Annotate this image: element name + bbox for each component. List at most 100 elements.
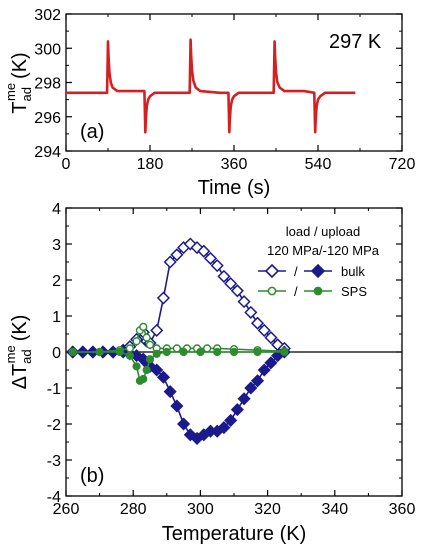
a-series-group: [66, 38, 356, 134]
b-x-tick-label: 280: [120, 501, 147, 518]
b-point-bulk-upload: [163, 385, 177, 399]
b-y-label-sub: ad: [19, 349, 34, 363]
legend-entry-sps: / SPS: [258, 284, 367, 299]
a-y-label-sub: ad: [19, 87, 34, 101]
b-point-bulk-load: [250, 316, 265, 330]
b-legend: load / upload 120 MPa/-120 MPa / bulk / …: [258, 224, 380, 299]
legend-sps-label: SPS: [341, 284, 367, 299]
b-point-sps-load: [125, 344, 134, 353]
b-point-sps-upload: [68, 347, 77, 357]
b-point-bulk-load: [217, 269, 231, 283]
a-y-tick-label: 300: [34, 41, 61, 58]
b-ticks: [65, 207, 403, 497]
legend-header-1: load / upload: [286, 224, 360, 239]
b-y-label-main: ΔT: [9, 364, 31, 390]
b-point-bulk-upload: [156, 370, 171, 384]
b-series-group: [66, 237, 291, 445]
b-point-sps-load: [132, 337, 141, 346]
b-x-axis-label: Temperature (K): [162, 523, 307, 545]
legend-sps-upload-marker: [313, 286, 323, 296]
b-point-bulk-load: [203, 251, 218, 265]
b-point-bulk-load: [244, 305, 258, 319]
b-panel-label: (b): [80, 465, 104, 487]
a-y-axis-label: Tadme (K): [3, 52, 34, 113]
b-y-axis-label: ΔTadme (K): [3, 315, 34, 390]
a-series-line: [66, 38, 356, 134]
b-point-sps-upload: [179, 347, 188, 357]
b-point-sps-upload: [135, 376, 145, 385]
b-point-sps-upload: [213, 347, 222, 357]
b-tick-labels: 260 280 300 320 340 360 -4 -3 -2 -1 0 1 2 3 4: [47, 201, 416, 518]
b-point-sps-upload: [125, 351, 134, 360]
b-point-sps-load: [145, 340, 155, 349]
b-point-bulk-load: [237, 295, 251, 309]
legend-bulk-sep: /: [294, 264, 298, 279]
b-point-sps-load: [139, 322, 148, 331]
a-x-tick-label: 720: [389, 156, 416, 173]
b-point-bulk-load: [210, 259, 224, 273]
a-x-axis-label: Time (s): [198, 177, 271, 199]
a-y-tick-label: 298: [34, 76, 61, 93]
a-annotation: 297 K: [329, 31, 382, 53]
b-point-sps-load: [172, 344, 181, 353]
b-point-bulk-upload: [264, 356, 278, 370]
b-point-bulk-upload: [230, 403, 244, 417]
b-y-tick-label: 4: [52, 201, 61, 218]
b-y-tick-label: -1: [47, 381, 61, 398]
a-y-tick-label: 296: [34, 110, 61, 127]
legend-header-2: 120 MPa/-120 MPa: [267, 243, 380, 258]
b-point-sps-upload: [95, 347, 104, 357]
legend-bulk-upload-marker: [310, 263, 326, 279]
b-point-sps-upload: [280, 347, 289, 357]
b-y-tick-label: -2: [47, 417, 61, 434]
b-x-tick-label: 300: [187, 501, 214, 518]
b-point-bulk-load: [264, 331, 278, 345]
b-x-tick-label: 360: [389, 501, 416, 518]
b-point-bulk-load: [150, 323, 164, 337]
a-x-tick-label: 0: [62, 156, 71, 173]
b-point-sps-upload: [132, 362, 141, 371]
legend-entry-bulk: / bulk: [258, 263, 365, 279]
b-y-tick-label: 0: [52, 345, 61, 362]
legend-bulk-load-marker: [264, 263, 280, 279]
b-point-sps-upload: [196, 347, 205, 357]
b-point-sps-upload: [142, 365, 151, 375]
b-point-bulk-upload: [250, 374, 265, 388]
a-ticks: [65, 13, 403, 152]
b-y-tick-label: 3: [52, 237, 61, 254]
b-point-bulk-load: [197, 244, 211, 258]
b-x-tick-label: 340: [321, 501, 348, 518]
svg-text:Tadme(K): Tadme (K): [3, 52, 34, 113]
a-x-tick-label: 540: [305, 156, 332, 173]
b-y-tick-label: 2: [52, 273, 61, 290]
a-x-tick-label: 360: [221, 156, 248, 173]
b-y-label-sup: me: [3, 345, 18, 363]
b-point-bulk-upload: [177, 417, 191, 431]
a-y-tick-label: 302: [34, 7, 61, 24]
b-point-bulk-load: [224, 277, 238, 291]
a-y-label-sup: me: [3, 83, 18, 101]
a-x-tick-label: 180: [137, 156, 164, 173]
b-point-bulk-upload: [183, 428, 197, 442]
a-panel-label: (a): [80, 121, 104, 143]
b-point-bulk-load: [156, 291, 171, 305]
b-point-bulk-load: [257, 323, 271, 337]
b-y-tick-label: 1: [52, 309, 61, 326]
b-point-sps-upload: [115, 347, 124, 357]
b-y-tick-label: -3: [47, 453, 61, 470]
b-point-bulk-upload: [224, 413, 238, 427]
panel-a: 0 180 360 540 720 294 296 298 300 302 (a) 297 K T…: [3, 7, 415, 199]
a-y-tick-label: 294: [34, 144, 61, 161]
svg-text:ΔTadme(K): ΔTadme (K): [3, 315, 34, 390]
b-point-sps-upload: [253, 347, 262, 357]
b-point-sps-upload: [229, 347, 239, 357]
b-point-bulk-upload: [244, 381, 258, 395]
b-x-tick-label: 320: [254, 501, 281, 518]
legend-sps-sep: /: [294, 284, 298, 299]
b-point-bulk-load: [163, 255, 177, 269]
b-y-label-unit: (K): [9, 315, 31, 342]
b-point-bulk-load: [230, 284, 244, 298]
b-x-tick-label: 260: [53, 501, 80, 518]
b-point-bulk-load: [170, 248, 184, 262]
